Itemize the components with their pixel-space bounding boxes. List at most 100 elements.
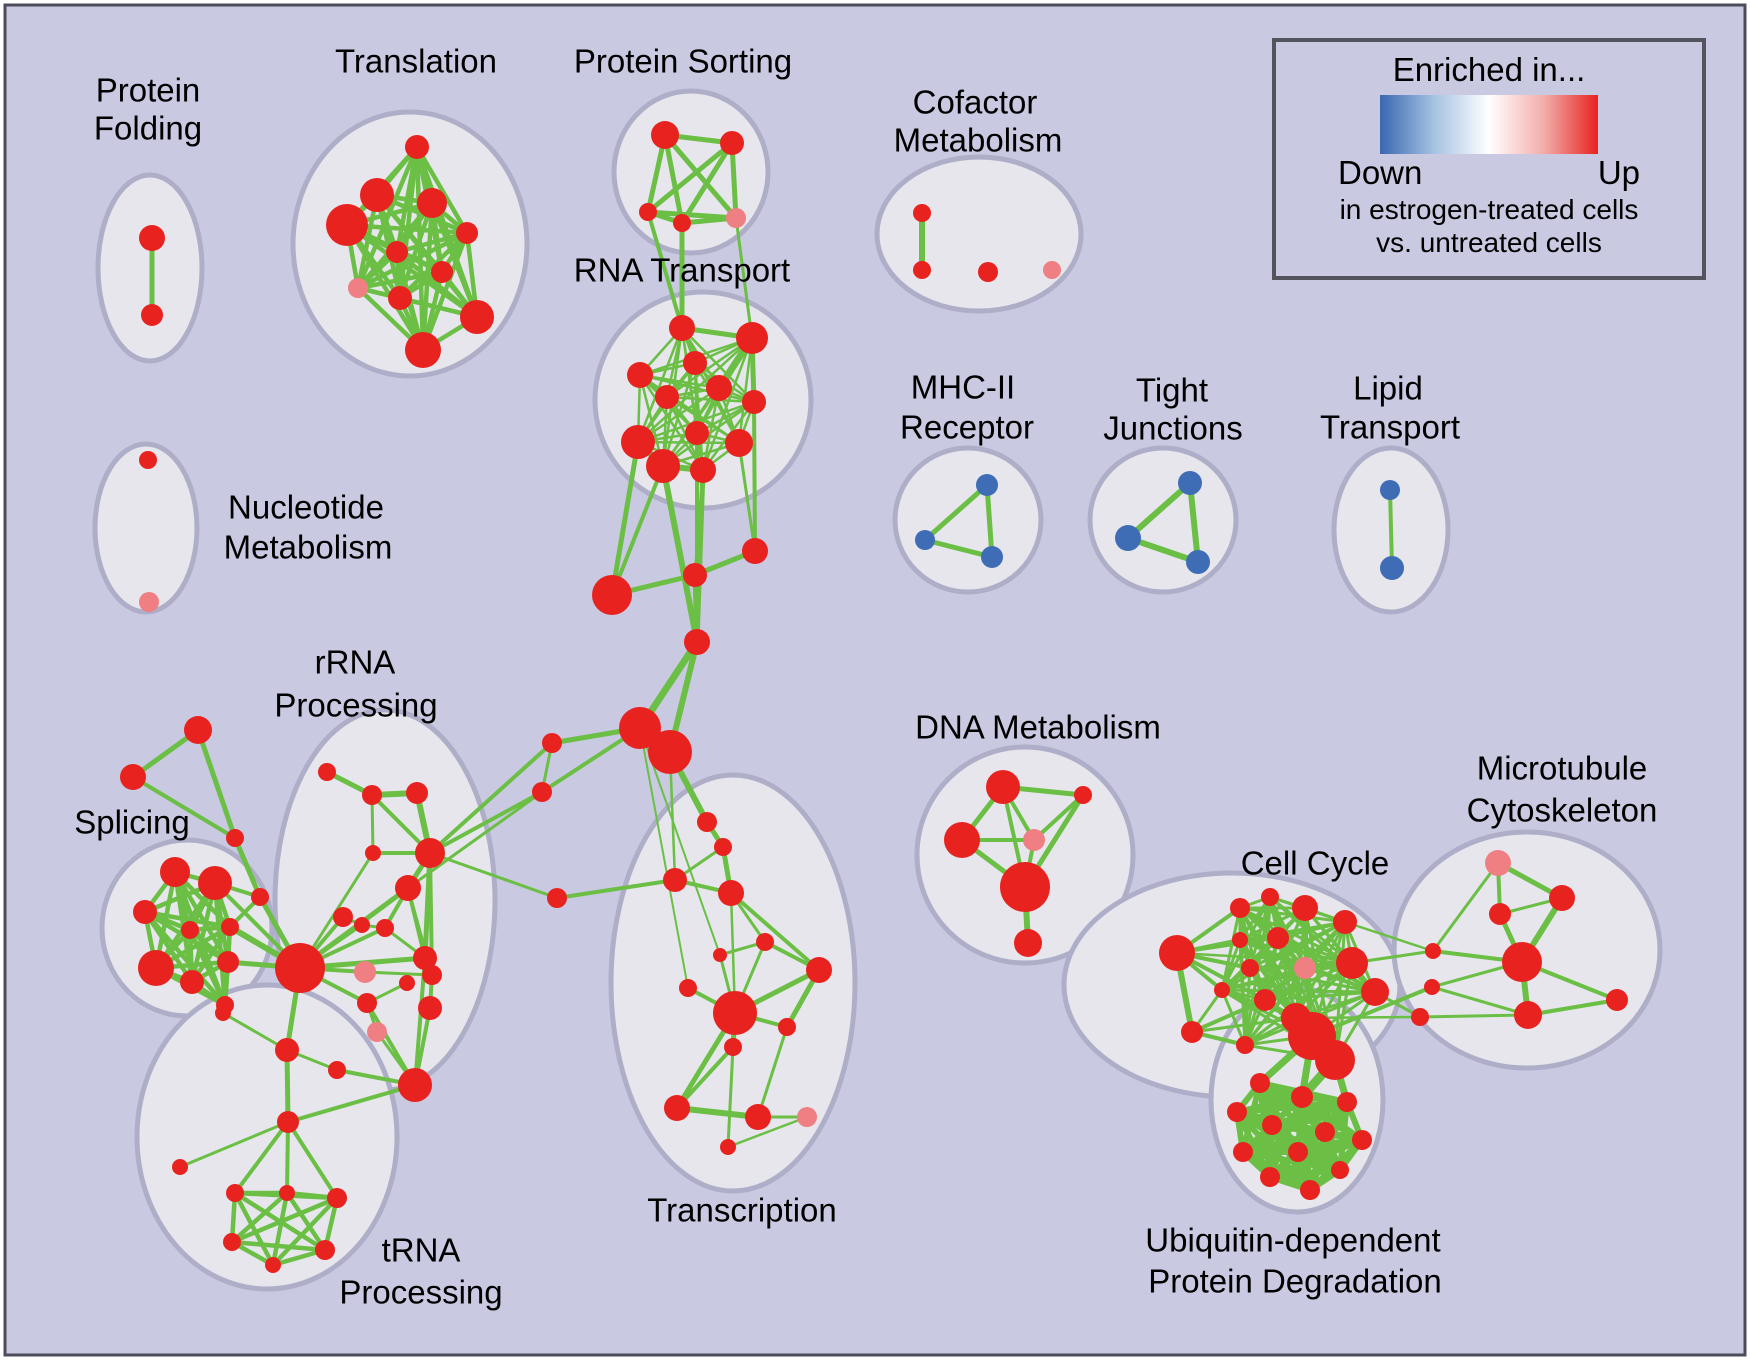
node-ch2 [683,563,707,587]
node-tx3 [663,868,687,892]
node-tx12 [724,1038,742,1056]
legend-caption-line1: in estrogen-treated cells [1339,193,1639,225]
edge [355,144,420,291]
node-rr17 [328,1061,346,1079]
node-lt1 [184,716,212,744]
edge [229,1195,340,1245]
node-rr12 [354,961,376,983]
node-dn6 [1014,929,1042,957]
cluster-label: Transcription [647,1192,837,1229]
cluster-label: Receptor [900,409,1034,446]
node-u10 [1260,1167,1280,1187]
node-rr8 [376,919,394,937]
node-ps5 [726,208,746,228]
node-tr5 [456,222,478,244]
edge [555,878,677,900]
node-mtp [1485,850,1511,876]
node-tj1 [1178,471,1202,495]
edge [660,463,700,645]
edge [752,400,757,553]
edge [428,790,544,855]
node-tr4 [326,204,368,246]
node-tx13 [664,1095,690,1121]
legend-ends: Down Up [1338,154,1640,192]
node-rr6 [333,907,353,927]
node-rr15 [357,993,377,1013]
node-rr4 [365,845,381,861]
node-rr5 [415,838,445,868]
node-u5 [1262,1115,1282,1135]
cluster-label: Cell Cycle [1241,845,1390,882]
node-cc5 [1232,932,1248,948]
node-tr11 [405,332,441,368]
edge [1125,480,1193,541]
edge [646,210,684,330]
edge [609,439,641,598]
edge [1418,1013,1530,1019]
edge [233,1120,290,1195]
node-tn1 [277,1111,299,1133]
node-dn5 [1000,862,1050,912]
node-tn8 [315,1240,335,1260]
node-cc7 [1336,947,1368,979]
node-cf4 [1043,261,1061,279]
node-cc10 [1214,982,1230,998]
node-rt6 [706,375,732,401]
node-u6 [1315,1122,1335,1142]
edge [178,1120,290,1169]
cluster-label: Tight [1136,372,1208,409]
legend-down-label: Down [1338,154,1423,192]
node-u4 [1227,1102,1247,1122]
node-lt2 [120,764,146,790]
edge [229,1239,328,1253]
edge [355,269,445,291]
edge [187,927,228,1008]
node-mt1 [1549,885,1575,911]
node-u8 [1233,1142,1253,1162]
node-tx10 [713,991,757,1035]
node-tx7 [756,933,774,951]
cluster-label: RNA Transport [574,252,790,289]
edge [286,1083,417,1124]
legend-title: Enriched in... [1392,51,1586,88]
edge [1187,480,1201,565]
edge [734,216,754,340]
edge [645,140,735,215]
node-cch [1159,935,1195,971]
node-cc14 [1236,1036,1254,1054]
edge [1238,938,1354,965]
node-tr1 [405,135,429,159]
node-rt5 [655,385,679,409]
node-sp5 [221,918,239,936]
node-dn3 [944,822,980,858]
edge [270,1190,290,1268]
node-rt8 [685,421,709,445]
node-tr3 [417,188,447,218]
edge [1234,1099,1350,1115]
node-cc1 [1230,898,1250,918]
edge [344,222,426,353]
node-tj2 [1115,525,1141,551]
edge [1526,998,1619,1017]
cluster-ellipse-protein-sorting [611,88,771,256]
edge [229,1190,290,1245]
node-nm1 [139,451,157,469]
cluster-label: Protein Sorting [574,43,792,80]
node-dn1 [986,770,1020,804]
cluster-ellipse-mhc-ii-receptor [892,445,1044,595]
edge [363,970,434,977]
edge [1263,990,1377,1002]
node-mh2 [915,530,935,550]
cluster-label: Metabolism [894,122,1063,159]
edge [729,140,739,221]
node-u7 [1352,1130,1372,1150]
edge [394,230,470,255]
node-lt4 [251,888,269,906]
edge [756,1025,789,1119]
node-tr10 [460,300,494,334]
node-sp7 [180,970,204,994]
node-tx9 [679,979,697,997]
cluster-label: Ubiquitin-dependent [1145,1222,1440,1259]
node-tn3 [226,1184,244,1202]
